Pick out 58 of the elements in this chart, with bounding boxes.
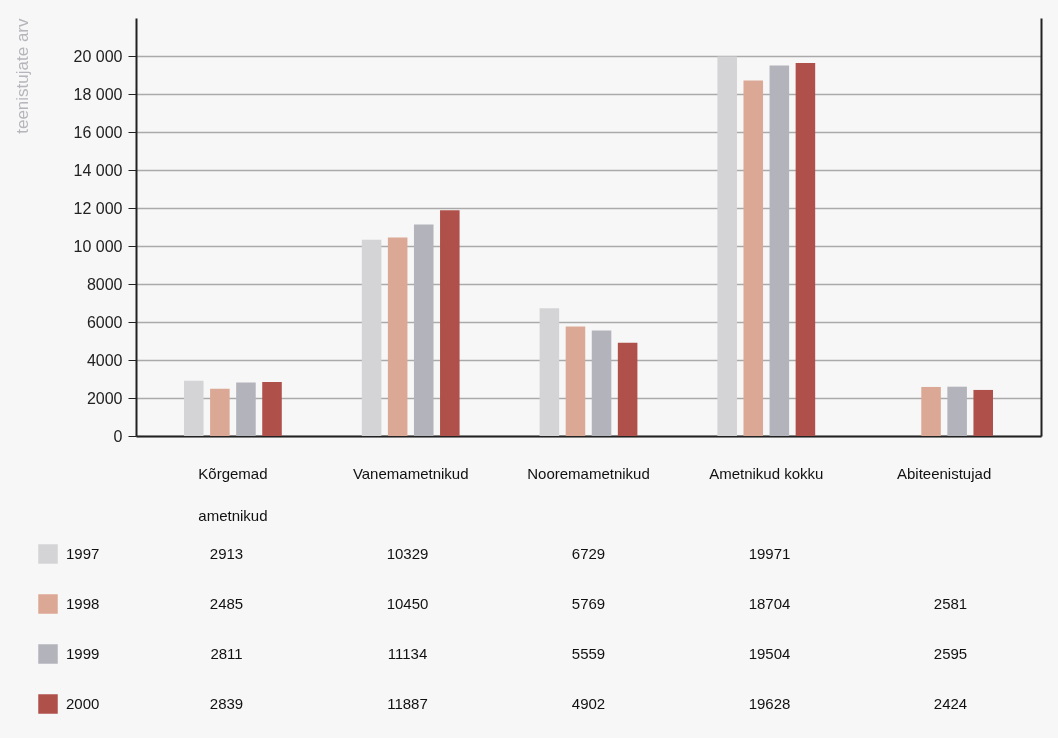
data-label: 2839 (209, 695, 244, 712)
bar (236, 382, 256, 436)
bar (210, 388, 230, 436)
bar (769, 65, 790, 436)
data-label: 5769 (571, 595, 606, 612)
data-label: 2811 (210, 645, 243, 662)
bar (361, 239, 382, 436)
data-label: 2581 (933, 595, 968, 612)
bar (539, 308, 560, 436)
category-label: Kõrgemad ametnikud (198, 464, 268, 524)
y-tick-label: 8000 (86, 275, 123, 293)
bar (387, 237, 408, 436)
data-label: 10329 (386, 545, 429, 562)
bar (184, 380, 204, 436)
y-tick-label: 12 000 (73, 199, 123, 217)
data-label: 2595 (933, 645, 968, 662)
data-label: 6729 (571, 545, 606, 562)
y-tick-label: 18 000 (73, 85, 123, 103)
data-label: 2424 (933, 695, 968, 712)
legend-label: 1998 (66, 595, 100, 612)
data-label: 19504 (748, 645, 791, 662)
bar (617, 342, 638, 436)
y-tick-label: 0 (113, 427, 123, 445)
x-tick-label: Ametnikud kokku (709, 464, 824, 482)
y-tick-label: 2000 (86, 389, 123, 407)
bar (795, 63, 816, 436)
y-tick-label: 10 000 (73, 237, 123, 255)
bar (591, 330, 612, 436)
data-label: 2485 (209, 595, 244, 612)
data-label: 19971 (748, 545, 791, 562)
y-tick-label: 14 000 (73, 161, 123, 179)
data-label: 18704 (748, 595, 791, 612)
data-label: 11134 (387, 645, 428, 662)
bar (413, 224, 434, 436)
y-tick-label: 20 000 (73, 47, 123, 65)
data-label: 10450 (386, 595, 429, 612)
bar (973, 389, 993, 436)
y-tick-label: 6000 (86, 313, 123, 331)
x-tick-label: Vanemametnikud (352, 464, 469, 482)
legend-label: 1999 (66, 645, 100, 662)
legend-label: 1997 (66, 545, 100, 562)
y-axis-title: teenistujate arv (12, 18, 32, 134)
x-tick-label: Abiteenistujad (896, 464, 992, 482)
x-tick-label: Nooremametnikud (527, 464, 650, 482)
bar (440, 210, 460, 436)
data-label: 4902 (571, 695, 606, 712)
bar (921, 386, 941, 436)
bar (743, 80, 764, 436)
bar (717, 56, 737, 436)
data-label: 2913 (209, 545, 244, 562)
bar (947, 386, 967, 436)
data-label: 11887 (387, 695, 428, 712)
data-label: 5559 (571, 645, 606, 662)
data-label: 19628 (748, 695, 791, 712)
bar (565, 326, 586, 436)
bar (262, 382, 282, 436)
y-tick-label: 16 000 (73, 123, 123, 141)
y-tick-label: 4000 (86, 351, 123, 369)
